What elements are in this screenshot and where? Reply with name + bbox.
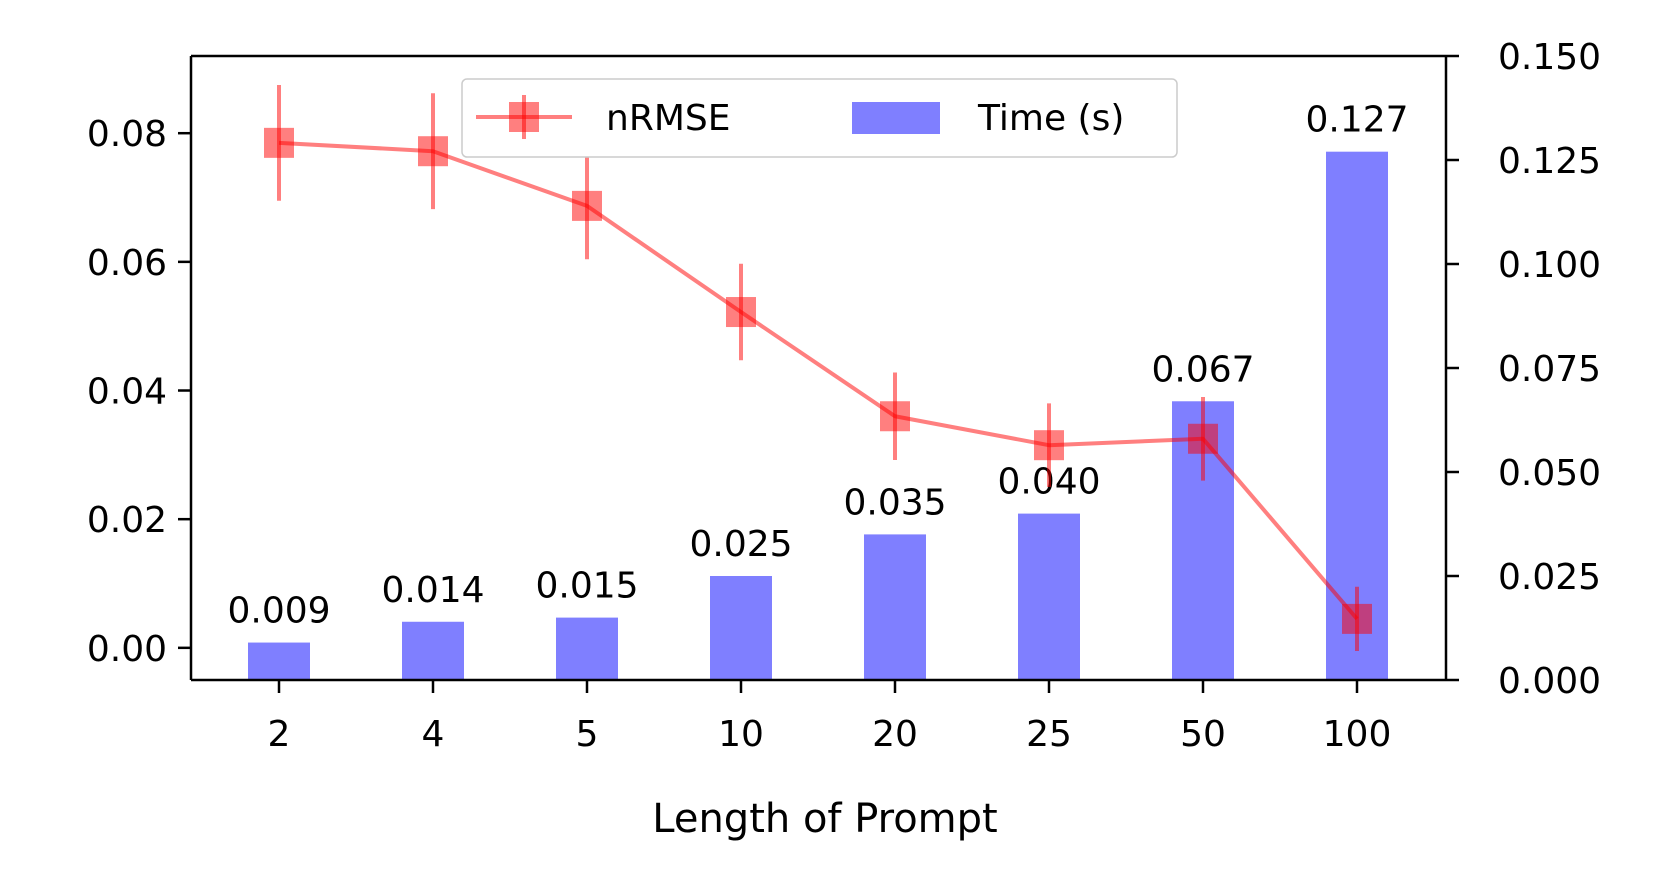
nrmse-point-50 <box>1188 423 1218 454</box>
x-axis-title: Length of Prompt <box>652 796 997 842</box>
right-y-tick-label: 0.050 <box>1498 453 1601 494</box>
legend-time-swatch <box>852 102 940 134</box>
nrmse-point-100 <box>1342 603 1372 634</box>
line-layer <box>264 84 1372 652</box>
nrmse-point-5 <box>572 190 602 221</box>
x-tick-label: 50 <box>1180 714 1226 755</box>
left-y-tick-label: 0.08 <box>87 114 167 155</box>
nrmse-line <box>278 140 1359 621</box>
right-y-tick-label: 0.075 <box>1498 349 1601 390</box>
bar-time-10 <box>710 576 772 680</box>
legend-frame <box>461 78 1178 158</box>
legend-label-time: Time (s) <box>977 98 1124 139</box>
left-y-tick-label: 0.04 <box>87 372 167 413</box>
x-tick-label: 5 <box>576 714 599 755</box>
legend-label-nrmse: nRMSE <box>606 98 731 139</box>
bar-value-label: 0.127 <box>1305 100 1408 141</box>
x-tick-label: 100 <box>1323 714 1392 755</box>
legend: nRMSE Time (s) <box>461 78 1178 158</box>
x-tick-label: 25 <box>1026 714 1072 755</box>
bar-value-label: 0.035 <box>843 482 946 523</box>
bar-value-label: 0.015 <box>535 566 638 607</box>
legend-nrmse-swatch <box>476 95 572 139</box>
bar-time-2 <box>248 642 310 680</box>
nrmse-point-25 <box>1034 430 1064 461</box>
left-y-tick-label: 0.02 <box>87 500 167 541</box>
x-tick-label: 10 <box>718 714 764 755</box>
nrmse-point-2 <box>264 127 294 158</box>
right-y-tick-label: 0.150 <box>1498 37 1601 78</box>
x-tick-label: 4 <box>422 714 445 755</box>
right-y-tick-label: 0.025 <box>1498 557 1601 598</box>
left-y-tick-label: 0.00 <box>87 629 167 670</box>
bar-value-label: 0.067 <box>1151 349 1254 390</box>
right-y-tick-label: 0.100 <box>1498 245 1601 286</box>
bar-time-5 <box>556 617 618 680</box>
bar-time-25 <box>1018 513 1080 680</box>
bar-time-20 <box>864 534 926 680</box>
right-y-tick-label: 0.125 <box>1498 141 1601 182</box>
x-tick-label: 20 <box>872 714 918 755</box>
bar-time-4 <box>402 621 464 680</box>
nrmse-point-10 <box>726 297 756 328</box>
nrmse-point-20 <box>880 401 910 432</box>
left-y-tick-label: 0.06 <box>87 243 167 284</box>
right-y-tick-label: 0.000 <box>1498 661 1601 702</box>
x-tick-label: 2 <box>268 714 291 755</box>
bar-value-label: 0.009 <box>227 591 330 632</box>
legend-nrmse-marker <box>509 102 539 132</box>
ticks-layer: 2 4 5 10 20 25 50 100 0.00 0.02 0.04 0.06 0.08 0.000 0… <box>87 37 1601 755</box>
nrmse-point-4 <box>418 136 448 167</box>
bar-value-label: 0.014 <box>381 570 484 611</box>
bar-value-label: 0.025 <box>689 524 792 565</box>
